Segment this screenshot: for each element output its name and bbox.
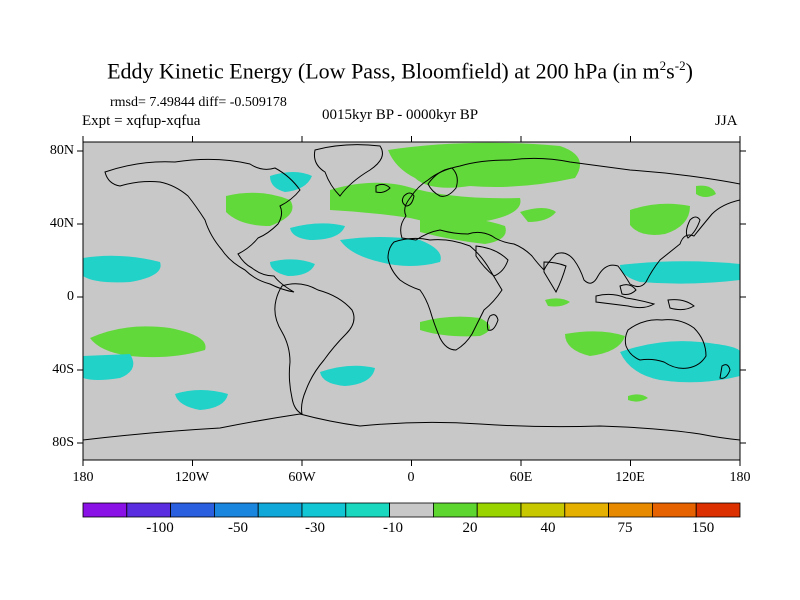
anomaly-negative [270,172,312,192]
colorbar-swatch [432,502,478,518]
anomaly-positive [420,217,506,244]
experiment-label: Expt = xqfup-xqfua [82,113,201,129]
anomaly-contours [83,142,740,410]
anomaly-positive [226,192,293,226]
anomaly-positive [90,326,206,358]
map-title: Eddy Kinetic Energy (Low Pass, Bloomfiel… [107,58,693,84]
colorbar-swatch [345,502,390,518]
coastlines [83,144,740,441]
colorbar-swatch [389,502,434,518]
lon-label: 60W [288,470,316,485]
colorbar-swatch [564,502,609,518]
anomaly-negative [620,261,740,284]
colorbar-swatch [520,502,566,518]
lon-label: 60E [509,470,533,485]
colorbar-label: 150 [691,520,715,536]
coastline-arabia [475,245,509,277]
colorbar-swatch [213,502,259,518]
season-label: JJA [715,113,738,129]
anomaly-positive [545,298,570,307]
coastline-new-zealand [719,364,731,379]
anomaly-negative [320,365,375,386]
coastline-scandinavia [427,167,458,197]
anomaly-negative [270,259,315,276]
anomaly-negative [83,255,161,283]
anomaly-positive [565,331,625,356]
anomaly-negative [290,223,345,240]
colorbar-swatch [608,502,653,518]
period-label: 0015kyr BP - 0000kyr BP [322,107,479,123]
lon-label: 0 [407,470,415,485]
colorbar-swatch [695,502,741,518]
anomaly-positive [330,182,521,224]
colorbar-label: -10 [383,520,403,536]
colorbar-label: 20 [462,520,478,536]
coastline-japan [685,216,701,239]
lat-label: 0 [67,289,74,304]
lat-label: 40S [52,362,74,377]
colorbar-label: 75 [617,520,633,536]
colorbar-swatch [126,502,172,518]
anomaly-positive [630,203,690,235]
axis-ticks [77,136,746,466]
anomaly-positive [520,208,556,222]
colorbar-label: -30 [305,520,325,536]
anomaly-negative [175,390,228,410]
coastline-indonesia [595,293,656,309]
coastline-greenland [314,144,383,197]
coastline-new-guinea [667,299,695,311]
colorbar-swatch [257,502,303,518]
anomaly-negative [620,341,740,383]
coastline-madagascar [486,314,499,331]
colorbar-label: 40 [540,520,556,536]
coastline-antarctica [83,413,740,441]
stats-text: rmsd= 7.49844 diff= -0.509178 [110,95,287,110]
coastline-eurasia [400,157,740,288]
colorbar-label: -50 [228,520,248,536]
colorbar-swatch [301,502,347,518]
colorbar-swatch [170,502,215,518]
lat-label: 80N [49,143,74,158]
colorbar-swatch [82,502,128,518]
lon-label: 120E [615,470,645,485]
coastline-india [543,261,567,294]
anomaly-positive [628,394,648,402]
coastline-british-isles [401,192,415,207]
coastline-iceland [375,183,391,193]
anomaly-negative [340,237,441,266]
anomaly-positive [696,185,716,197]
colorbar-swatch [476,502,522,518]
coastline-borneo [619,284,637,295]
colorbar-label: -100 [146,520,174,536]
lon-label: 120W [174,470,210,485]
coastline-south-america [274,283,355,415]
lon-label: 180 [729,470,751,485]
anomaly-positive [388,142,580,188]
colorbar-swatch [652,502,697,518]
anomaly-negative [83,354,134,380]
coastline-africa [387,237,503,351]
lat-label: 80S [52,435,74,450]
coastline-north-america [104,158,301,293]
colorbar [82,502,741,518]
lon-label: 180 [72,470,94,485]
coastline-australia [624,319,707,369]
lat-label: 40N [49,216,74,231]
